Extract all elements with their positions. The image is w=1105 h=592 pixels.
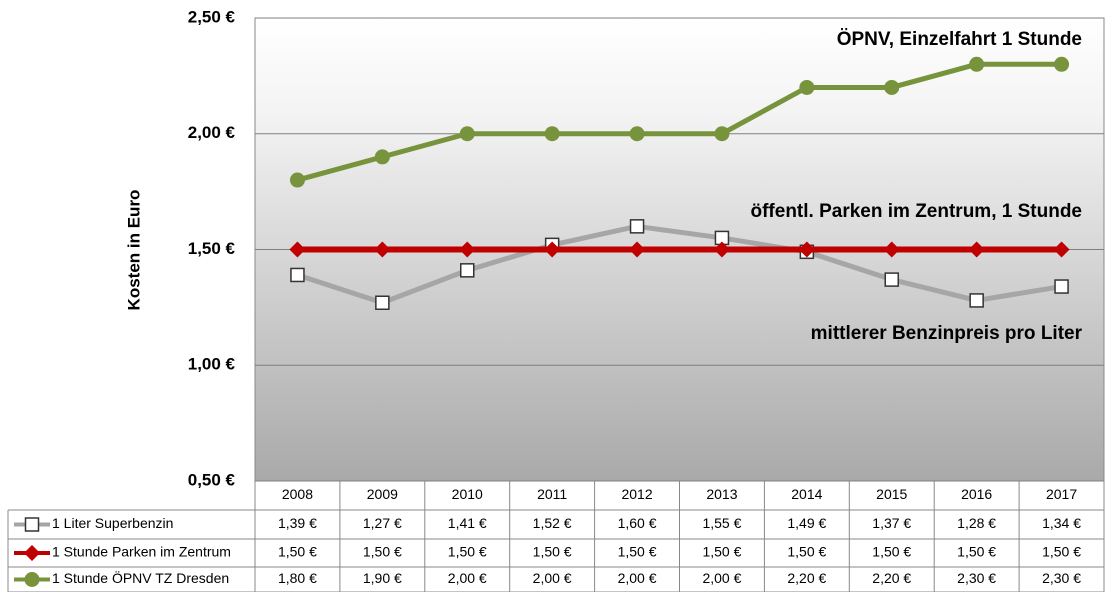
- marker: [24, 517, 40, 532]
- x-tick-label: 2015: [876, 486, 907, 502]
- marker: [544, 126, 560, 142]
- table-value: 1,90 €: [363, 570, 402, 586]
- marker: [24, 545, 40, 561]
- x-tick-label: 2012: [621, 486, 652, 502]
- table-value: 1,28 €: [957, 515, 996, 531]
- x-tick-label: 2011: [537, 486, 567, 502]
- x-tick-label: 2009: [367, 486, 398, 502]
- annotation: ÖPNV, Einzelfahrt 1 Stunde: [837, 29, 1082, 50]
- marker: [1054, 56, 1070, 72]
- marker: [798, 241, 815, 258]
- table-value: 1,50 €: [533, 544, 572, 560]
- table-value: 2,00 €: [702, 570, 741, 586]
- marker: [969, 293, 984, 308]
- marker: [544, 241, 561, 258]
- marker: [629, 126, 645, 142]
- y-tick-label: 2,50 €: [188, 7, 236, 26]
- table-value: 1,50 €: [618, 544, 657, 560]
- table-value: 1,80 €: [278, 570, 317, 586]
- table-value: 1,27 €: [363, 515, 402, 531]
- marker: [289, 172, 305, 188]
- marker: [290, 267, 305, 283]
- legend-label: 1 Stunde ÖPNV TZ Dresden: [52, 569, 229, 586]
- marker: [629, 241, 646, 258]
- y-axis-label: Kosten in Euro: [124, 190, 143, 311]
- table-value: 1,34 €: [1042, 515, 1081, 531]
- y-tick-label: 2,00 €: [188, 123, 236, 142]
- x-tick-label: 2014: [791, 486, 822, 502]
- table-value: 1,50 €: [1042, 544, 1081, 560]
- table-value: 2,30 €: [1042, 570, 1081, 586]
- table-value: 1,50 €: [872, 544, 911, 560]
- table-value: 1,50 €: [363, 544, 402, 560]
- marker: [459, 126, 475, 142]
- x-tick-label: 2017: [1046, 486, 1077, 502]
- annotation: öffentl. Parken im Zentrum, 1 Stunde: [751, 201, 1083, 222]
- x-tick-label: 2010: [452, 486, 483, 502]
- marker: [374, 241, 391, 258]
- annotation: mittlerer Benzinpreis pro Liter: [811, 323, 1083, 344]
- marker: [459, 241, 476, 258]
- marker: [968, 241, 985, 258]
- table-value: 1,60 €: [618, 515, 657, 531]
- legend-label: 1 Stunde Parken im Zentrum: [52, 544, 231, 560]
- marker: [375, 295, 390, 310]
- marker: [374, 149, 390, 165]
- series-line: [296, 61, 1062, 183]
- y-tick-label: 1,00 €: [188, 355, 236, 374]
- table-value: 1,49 €: [787, 515, 826, 531]
- marker: [884, 272, 899, 287]
- table-value: 2,20 €: [787, 570, 826, 586]
- y-tick-label: 1,50 €: [188, 239, 236, 258]
- table-value: 1,52 €: [533, 515, 572, 531]
- table-value: 2,00 €: [533, 570, 572, 586]
- x-tick-label: 2008: [282, 486, 313, 502]
- marker: [1054, 279, 1069, 294]
- table-value: 1,50 €: [702, 544, 741, 560]
- y-tick-label: 0,50 €: [188, 470, 236, 489]
- table-value: 2,30 €: [957, 570, 996, 586]
- table-value: 1,39 €: [278, 515, 317, 531]
- series-line: [296, 223, 1062, 306]
- x-tick-label: 2013: [706, 486, 737, 502]
- marker: [969, 56, 985, 72]
- table-value: 2,20 €: [872, 570, 911, 586]
- table-value: 1,50 €: [957, 544, 996, 560]
- marker: [883, 241, 900, 258]
- marker: [24, 572, 40, 587]
- table-value: 1,37 €: [872, 515, 911, 531]
- table-value: 1,41 €: [448, 515, 487, 531]
- marker: [460, 263, 475, 278]
- table-value: 1,50 €: [787, 544, 826, 560]
- marker: [713, 241, 730, 258]
- table-value: 1,50 €: [278, 544, 317, 560]
- table-value: 1,55 €: [702, 515, 741, 531]
- marker: [799, 79, 815, 95]
- marker: [884, 79, 900, 95]
- x-tick-label: 2016: [961, 486, 992, 502]
- table-value: 1,50 €: [448, 544, 487, 560]
- marker: [289, 241, 306, 258]
- legend-label: 1 Liter Superbenzin: [52, 515, 173, 531]
- table-value: 2,00 €: [448, 570, 487, 586]
- marker: [629, 219, 645, 234]
- table-value: 2,00 €: [618, 570, 657, 586]
- marker: [1053, 241, 1070, 258]
- marker: [714, 126, 730, 142]
